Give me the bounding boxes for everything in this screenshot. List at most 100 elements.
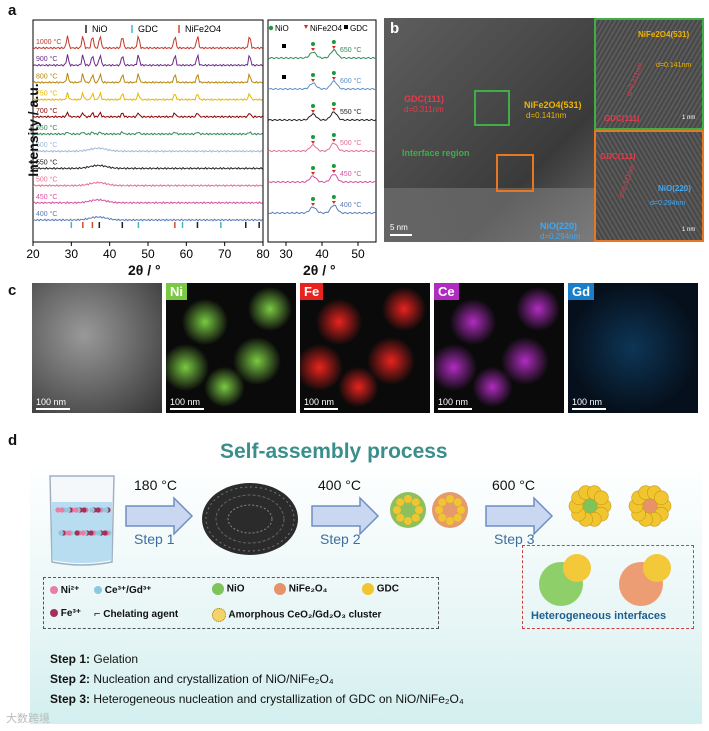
legend-amorph: Amorphous CeO₂/Gd₂O₃ cluster [212, 608, 381, 622]
chelating-agent-icon: ⌐ [94, 608, 101, 620]
xrd-zoom-tick-label: 40 [315, 247, 329, 261]
xrd-curve [32, 130, 263, 136]
xrd-curve [32, 146, 263, 153]
xrd-tick-label: 20 [26, 247, 40, 261]
amorphous-dot [457, 506, 465, 514]
step1-text: Step 1: Gelation [50, 652, 139, 666]
interface-box-orange [496, 154, 534, 192]
ion-dot [102, 530, 108, 536]
amorphous-dot [396, 513, 405, 522]
map-scale-bar [36, 408, 70, 410]
xrd-curve [32, 53, 263, 67]
tem-gdc-d: d=0.311nm [404, 105, 444, 114]
tem-nio-d: d=0.294nm [540, 232, 581, 241]
amorphous-dot [446, 517, 454, 525]
map-scale-label: 100 nm [170, 397, 201, 407]
tem-nife-label: NiFe2O4(531) [524, 100, 582, 110]
nio-marker [331, 133, 336, 137]
nio-marker [331, 102, 336, 106]
ion-dot [74, 530, 80, 536]
xrd-legend-label: NiFe2O4 [185, 24, 221, 34]
ion-dot [65, 507, 71, 513]
ion-dot [88, 530, 94, 536]
step3-arrow [485, 496, 554, 536]
fe-ion-icon [50, 609, 58, 618]
xrd-legend-label: GDC [138, 24, 159, 34]
ion-dot [89, 507, 95, 513]
amorphous-dot [411, 498, 420, 507]
step2-temp: 400 °C [318, 477, 361, 493]
eds-map: Gd 100 nm [568, 283, 698, 413]
amorphous-dot [411, 513, 420, 522]
legend-fe: Fe³⁺ [50, 608, 81, 619]
eds-map: Ni 100 nm [166, 283, 296, 413]
nio-marker [331, 195, 336, 199]
panel-letter-d: d [8, 432, 18, 449]
step1-temp: 180 °C [134, 477, 177, 493]
ion-dot [103, 507, 109, 513]
inset2-nio: NiO(220) [658, 184, 691, 193]
xrd-tick-label: 70 [218, 247, 232, 261]
xrd-temp-label: 1000 °C [36, 38, 61, 46]
xrd-curve [32, 72, 263, 84]
tem-scale-bar [390, 234, 412, 236]
nio-marker [331, 40, 336, 44]
nife-marker [311, 79, 315, 82]
xrd-ylabel: Intensity / a.u. [25, 83, 41, 177]
nife-marker [311, 110, 315, 113]
nife-marker [311, 172, 315, 175]
map-scale-bar [170, 408, 204, 410]
tem-scale-label: 5 nm [390, 223, 408, 232]
xrd-chart: 1000 °C 900 °C 800 °C 750 °C 700 °C 650 °C 600… [26, 19, 377, 261]
tem-inset-green: NiFe2O4(531) d=0.141nm d=0.311nm GDC(111… [594, 18, 704, 130]
amorphous-dot [453, 513, 462, 522]
xrd-zoom-temp-label: 650 °C [340, 46, 361, 54]
xrd-temp-label: 900 °C [36, 55, 57, 63]
ion-dot [55, 507, 61, 513]
xrd-temp-label: 400 °C [36, 210, 57, 218]
gdc-decorated-particles [568, 485, 672, 527]
step1-label: Step 1 [134, 531, 175, 547]
nio-marker [331, 71, 336, 75]
xrd-zoom-curve [267, 204, 377, 215]
nio-marker [331, 164, 336, 168]
xrd-zoom-legend-label: NiFe2O4 [310, 24, 343, 33]
xrd-curve [32, 164, 263, 170]
nife-sphere-icon [274, 583, 286, 595]
step2-arrow [311, 496, 380, 536]
xrd-zoom-curve [267, 174, 377, 184]
map-scale-label: 100 nm [572, 397, 603, 407]
map-scale-label: 100 nm [304, 397, 335, 407]
xrd-zoom-temp-label: 450 °C [340, 170, 361, 178]
ion-dot [59, 507, 65, 513]
nio-marker [311, 42, 315, 46]
legend-nio: NiO [212, 583, 245, 595]
xrd-zoom-temp-label: 600 °C [340, 77, 361, 85]
amorphous-dot [393, 506, 401, 514]
ion-dot [66, 530, 72, 536]
tem-gdc-label: GDC(111) [404, 94, 445, 104]
xrd-temp-label: 600 °C [36, 141, 57, 149]
inset1-d1: d=0.141nm [656, 62, 692, 69]
step3-label: Step 3 [494, 531, 535, 547]
inset2-d2: d=0.294nm [650, 200, 686, 207]
xrd-tick-label: 80 [256, 247, 270, 261]
ion-dot [81, 507, 87, 513]
xrd-curve [32, 215, 263, 222]
xrd-main-frame [32, 19, 264, 243]
inset2-scale: 1 nm [682, 227, 696, 233]
nio-marker [311, 135, 315, 139]
xrd-curve [32, 34, 263, 50]
gdc-ball [654, 490, 669, 506]
nife-marker [311, 141, 315, 144]
amorphous-dot [404, 517, 412, 525]
xrd-zoom-curve [267, 48, 377, 60]
process-title: Self-assembly process [220, 440, 448, 463]
xrd-curve [32, 91, 263, 102]
inset1-bottom: GDC(111) [604, 114, 640, 123]
amorphous-dot [438, 498, 447, 507]
gdc-ball [594, 490, 609, 506]
watermark: 大数跨境 [6, 713, 50, 725]
interface-spheres [539, 554, 671, 606]
xrd-zoom-curve [267, 79, 377, 91]
